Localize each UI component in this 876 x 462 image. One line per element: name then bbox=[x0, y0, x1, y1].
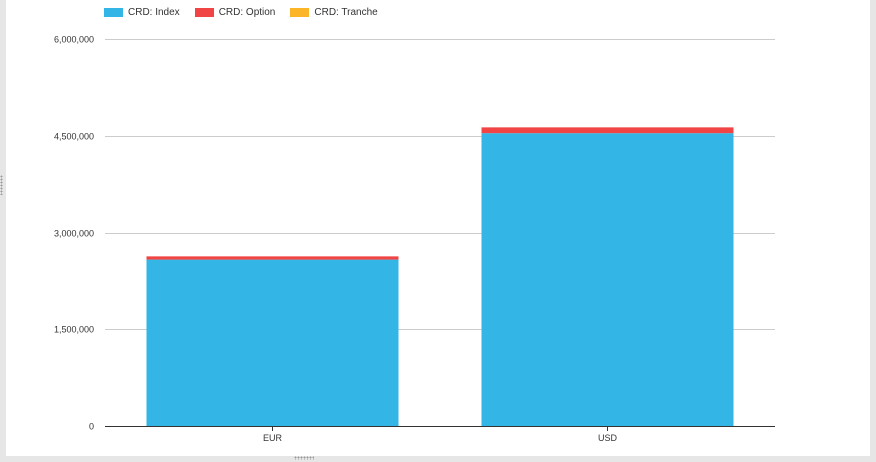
resize-handle-bottom[interactable] bbox=[294, 456, 314, 460]
y-tick-label: 1,500,000 bbox=[54, 325, 94, 335]
legend-label-crd-tranche: CRD: Tranche bbox=[314, 6, 378, 18]
x-tick-label: EUR bbox=[263, 433, 283, 443]
bar-usd-series-1[interactable] bbox=[481, 127, 734, 134]
bar-usd-series-0[interactable] bbox=[481, 133, 734, 427]
y-axis-tick-labels: 0 1,500,000 3,000,000 4,500,000 6,000,000 bbox=[54, 35, 94, 432]
chart-legend: CRD: Index CRD: Option CRD: Tranche bbox=[104, 6, 378, 18]
legend-item-crd-index[interactable]: CRD: Index bbox=[104, 7, 180, 18]
legend-swatch-crd-index bbox=[104, 7, 123, 17]
y-tick-label: 4,500,000 bbox=[54, 132, 94, 142]
legend-label-crd-index: CRD: Index bbox=[128, 6, 180, 18]
resize-handle-left[interactable] bbox=[0, 175, 3, 195]
y-tick-label: 3,000,000 bbox=[54, 229, 94, 239]
x-tick-label: USD bbox=[598, 433, 618, 443]
legend-item-crd-tranche[interactable]: CRD: Tranche bbox=[290, 6, 378, 18]
x-axis-tick-labels: EUR USD bbox=[263, 426, 618, 443]
bar-eur-series-1[interactable] bbox=[146, 256, 399, 260]
legend-item-crd-option[interactable]: CRD: Option bbox=[194, 6, 276, 18]
bar-eur-series-0[interactable] bbox=[146, 259, 399, 426]
bars bbox=[146, 127, 734, 427]
legend-swatch-crd-tranche bbox=[290, 7, 310, 17]
y-tick-label: 6,000,000 bbox=[54, 35, 94, 45]
legend-swatch-crd-option bbox=[194, 7, 214, 17]
legend-label-crd-option: CRD: Option bbox=[218, 6, 276, 18]
y-tick-label: 0 bbox=[89, 422, 94, 432]
